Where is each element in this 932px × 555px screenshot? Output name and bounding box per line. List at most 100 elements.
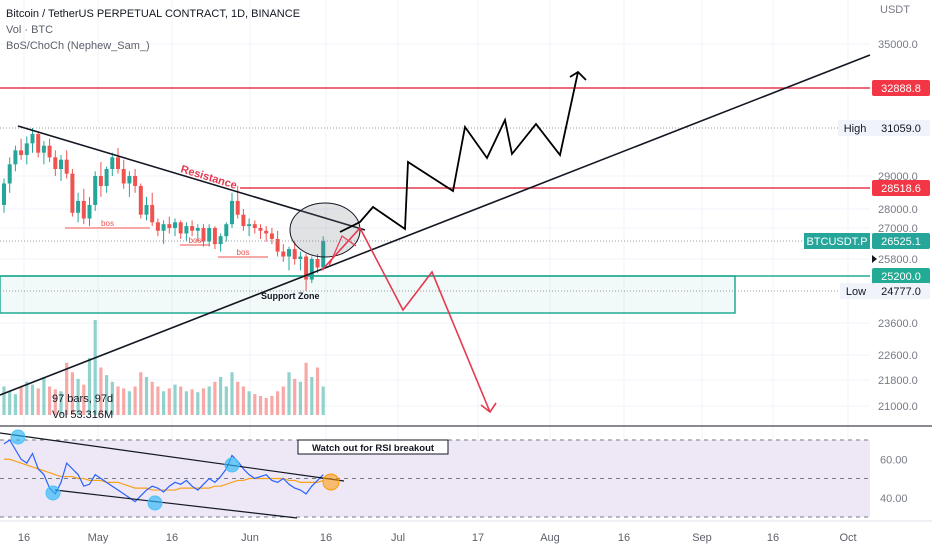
rsi-note-label: Watch out for RSI breakout: [312, 443, 435, 454]
volume-bar: [19, 386, 23, 415]
bos-label: bos: [189, 236, 202, 245]
candle-body: [212, 228, 217, 245]
price-tag-level-mid: 28518.6: [881, 183, 921, 195]
candle-body: [258, 228, 263, 231]
price-tag-level-mid-bg: [872, 180, 930, 196]
apex-circle: [289, 202, 361, 258]
candle-body: [275, 238, 280, 252]
volume-bar: [201, 388, 206, 415]
price-tick-label: 25800.0: [878, 254, 918, 266]
volume-bar: [25, 381, 29, 415]
volume-bar: [253, 394, 257, 415]
candle-body: [81, 200, 86, 219]
price-tick-label: 21000.0: [878, 401, 918, 413]
volume-bar: [133, 386, 137, 415]
bearish-arrow-head: [480, 402, 497, 414]
candle-body: [309, 259, 314, 280]
support-trendline: [0, 54, 871, 396]
volume-bar: [184, 391, 188, 415]
rsi-touch-marker: [224, 457, 240, 473]
volume-bar: [321, 386, 325, 415]
volume-bar: [315, 367, 320, 415]
time-tick-label: 16: [320, 532, 332, 544]
candle-body: [201, 228, 206, 242]
time-tick-label: Oct: [839, 532, 856, 544]
time-tick-label: Sep: [692, 532, 712, 544]
volume-bar: [190, 389, 194, 415]
volume-bar: [42, 377, 46, 415]
volume-bar: [76, 378, 80, 415]
candle-body: [24, 143, 29, 156]
rsi-touch-marker: [147, 495, 163, 511]
time-tick-label: 17: [472, 532, 484, 544]
candle-body: [155, 222, 160, 231]
candle-body: [93, 176, 98, 205]
indicator-legend[interactable]: BoS/ChoCh (Nephew_Sam_): [6, 40, 150, 52]
scroll-marker: [872, 255, 877, 263]
volume-legend[interactable]: Vol · BTC: [6, 24, 54, 36]
candle-body: [41, 145, 46, 153]
price-tag-high-bg: [872, 120, 930, 136]
rsi-lower-trendline: [54, 489, 298, 519]
volume-bar: [2, 386, 6, 415]
candle-body: [287, 249, 291, 257]
volume-bar: [293, 378, 297, 415]
volume-bar: [127, 391, 131, 415]
symbol-title[interactable]: Bitcoin / TetherUS PERPETUAL CONTRACT, 1…: [6, 8, 301, 20]
candle-body: [269, 233, 274, 239]
volume-bar: [99, 367, 103, 415]
candle-body: [76, 200, 81, 213]
candle-body: [53, 157, 58, 170]
candle-body: [207, 228, 212, 242]
volume-bar: [105, 375, 109, 415]
rsi-touch-marker: [45, 485, 61, 501]
support-zone-label: Support Zone: [261, 291, 320, 301]
bars-info: 97 bars, 97d: [52, 393, 113, 405]
candle-body: [173, 222, 177, 228]
candle-body: [144, 204, 149, 215]
axis-currency: USDT: [880, 4, 910, 16]
time-tick-label: Aug: [540, 532, 560, 544]
volume-bar: [287, 372, 291, 415]
volume-bar: [207, 386, 211, 415]
candle-body: [184, 226, 189, 234]
rsi-upper-trendline: [0, 432, 345, 482]
resistance-trendline: [17, 125, 366, 231]
bounce-arrow: [328, 235, 357, 267]
candle-body: [2, 183, 6, 205]
candle-body: [59, 159, 63, 170]
volume-bar: [276, 391, 280, 415]
volume-layer: [2, 320, 325, 415]
support-zone-box: [0, 275, 736, 314]
price-tag-low-bg: [872, 283, 930, 299]
rsi-layer: Watch out for RSI breakout: [0, 425, 932, 519]
candle-body: [116, 157, 120, 170]
rsi-breakout-marker: [322, 473, 340, 491]
volume-bar: [247, 391, 251, 415]
bullish-arrow-head: [569, 70, 587, 81]
volume-bar: [304, 362, 308, 415]
price-tick-label: 21800.0: [878, 375, 918, 387]
low-label: Low: [846, 286, 866, 298]
low-label-bg: [840, 283, 872, 299]
candle-body: [218, 236, 223, 245]
volume-bar: [236, 381, 240, 415]
volume-bar: [162, 391, 166, 415]
candle-body: [133, 176, 138, 186]
volume-bar: [122, 388, 126, 415]
candle-body: [190, 226, 195, 231]
candle-body: [298, 256, 303, 259]
candle-body: [247, 224, 252, 227]
volume-bar: [310, 377, 314, 415]
volume-bar: [270, 396, 274, 415]
volume-bar: [82, 384, 86, 415]
volume-bar: [196, 392, 200, 415]
time-tick-label: 16: [767, 532, 779, 544]
price-tag-last-bg: [872, 233, 930, 249]
candle-body: [315, 259, 320, 268]
candle-body: [30, 134, 35, 144]
volume-bar: [59, 391, 63, 415]
price-tag-support-bg: [872, 268, 930, 284]
